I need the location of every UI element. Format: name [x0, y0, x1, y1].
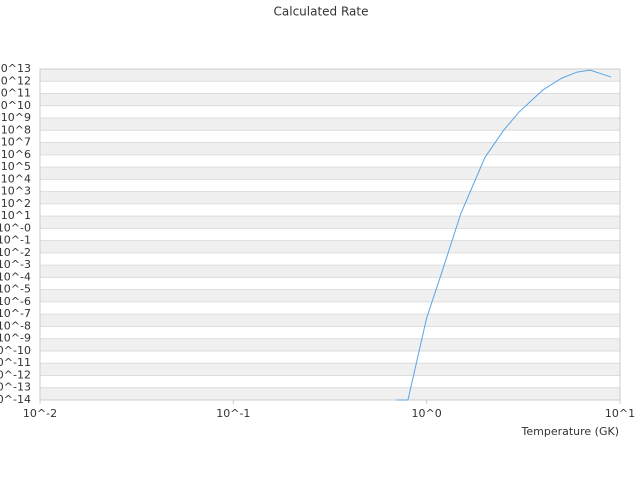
y-tick-label: 10^-1 [0, 234, 31, 247]
grid-band [40, 93, 620, 106]
grid-band [40, 387, 620, 400]
y-tick-label: 10^7 [1, 136, 31, 149]
y-tick-label: 10^6 [1, 148, 31, 161]
data-line [396, 69, 612, 401]
y-tick-label: 10^-7 [0, 307, 31, 320]
grid-band [40, 240, 620, 253]
y-tick-label: 10^5 [1, 160, 31, 173]
y-tick-label: 10^-14 [0, 393, 31, 406]
y-tick-label: 10^-0 [0, 221, 31, 234]
grid-band [40, 167, 620, 180]
grid-band [40, 118, 620, 131]
y-tick-label: 10^13 [0, 62, 31, 75]
chart-title: Calculated Rate [274, 5, 369, 19]
x-tick-label: 10^-2 [23, 407, 57, 420]
y-tick-label: 10^-9 [0, 332, 31, 345]
y-tick-label: 10^12 [0, 74, 31, 87]
y-tick-label: 10^-12 [0, 368, 31, 381]
y-tick-label: 10^-6 [0, 295, 31, 308]
grid-band [40, 289, 620, 302]
y-tick-label: 10^-2 [0, 246, 31, 259]
y-tick-label: 10^-11 [0, 356, 31, 369]
grid-band [40, 338, 620, 351]
x-tick-label: 10^1 [605, 407, 635, 420]
y-tick-label: 10^-4 [0, 270, 31, 283]
grid-band [40, 216, 620, 229]
plot-border [39, 68, 621, 401]
y-tick-label: 10^11 [0, 87, 31, 100]
grid-band [40, 314, 620, 327]
grid-band [40, 265, 620, 278]
y-tick-label: 10^2 [1, 197, 31, 210]
y-tick-label: 10^10 [0, 99, 31, 112]
y-tick-label: 10^-3 [0, 258, 31, 271]
x-tick-label: 10^0 [412, 407, 442, 420]
grid-band [40, 363, 620, 376]
y-tick-label: 10^9 [1, 111, 31, 124]
grid-band [40, 191, 620, 204]
x-axis-title: Temperature (GK) [521, 425, 620, 438]
y-tick-label: 10^-8 [0, 319, 31, 332]
y-tick-label: 10^-13 [0, 381, 31, 394]
y-tick-label: 10^-5 [0, 283, 31, 296]
y-tick-label: 10^1 [1, 209, 31, 222]
x-tick-label: 10^-1 [216, 407, 250, 420]
y-tick-label: 10^3 [1, 185, 31, 198]
y-tick-label: 10^8 [1, 123, 31, 136]
grid-band [40, 142, 620, 155]
y-tick-label: 10^-10 [0, 344, 31, 357]
grid-band [40, 69, 620, 82]
y-tick-label: 10^4 [1, 172, 31, 185]
